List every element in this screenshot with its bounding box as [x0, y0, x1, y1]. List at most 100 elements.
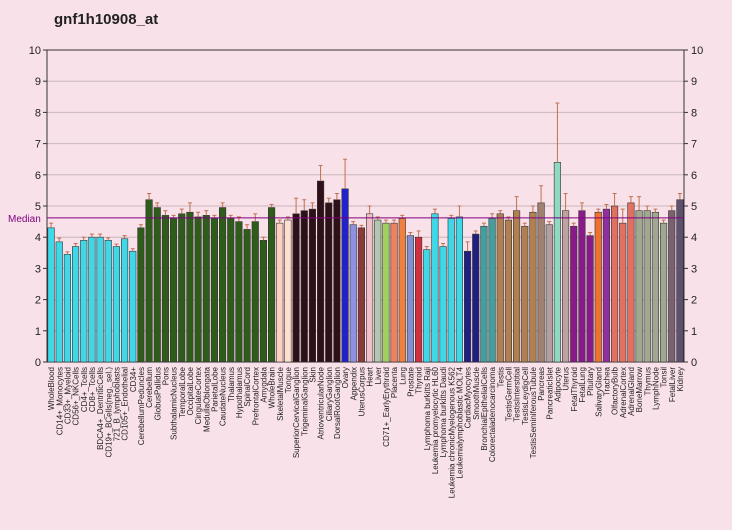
x-tick-label: Leukemialymphoblastic MOLT4 — [455, 366, 464, 478]
x-tick-label: Prostate — [406, 366, 415, 396]
plot-frame — [46, 49, 685, 363]
bar — [137, 227, 145, 363]
bar — [480, 225, 488, 363]
bar — [643, 210, 651, 363]
x-tick-label: AdrenalCortex — [619, 367, 628, 418]
x-tick-label: FetalLiver — [668, 367, 677, 402]
x-tick-label: TestisInterstitial — [513, 367, 522, 422]
chart-title: gnf1h10908_at — [54, 11, 158, 28]
bar — [431, 213, 439, 363]
bar — [553, 162, 561, 363]
x-tick-label: Placenta — [390, 366, 399, 398]
x-tick-label: TemporalLobe — [178, 366, 187, 417]
bar — [455, 216, 463, 363]
y2-tick-label: 2 — [691, 295, 697, 307]
x-tick-label: Leukemia promyelocytic HL60 — [431, 366, 440, 474]
x-tick-label: Skin — [308, 367, 317, 383]
bar — [439, 246, 447, 363]
y2-tick-label: 6 — [691, 170, 697, 182]
bar — [284, 219, 292, 363]
bar — [529, 211, 537, 363]
y2-tick-label: 8 — [691, 107, 697, 119]
bar — [578, 210, 586, 363]
bar — [676, 199, 684, 363]
bar — [153, 207, 161, 363]
y-tick-label: 10 — [29, 45, 41, 57]
bar — [651, 211, 659, 363]
bar — [374, 219, 382, 363]
bar — [251, 221, 259, 363]
bar — [202, 215, 210, 363]
x-tick-label: FetalLung — [578, 367, 587, 403]
x-tick-label: CingulateCortex — [194, 367, 203, 424]
bar — [472, 233, 480, 363]
x-tick-label: Leukemia chronicMyelogenous K562 — [447, 366, 456, 498]
bar — [333, 199, 341, 363]
y2-tick-label: 1 — [691, 326, 697, 338]
bar — [88, 236, 96, 363]
bar — [366, 213, 374, 363]
bar — [488, 218, 496, 363]
bar — [415, 236, 423, 363]
x-tick-label: Lung — [398, 367, 407, 385]
x-tick-label: OccipitalLobe — [186, 366, 195, 415]
x-tick-label: TestisSeminiferousTubule — [529, 366, 538, 458]
x-tick-label: OlfactoryBulb — [611, 366, 620, 415]
y-tick-label: 1 — [35, 326, 41, 338]
bar — [545, 224, 553, 363]
x-tick-label: AdrenalGland — [627, 367, 636, 416]
x-tick-label: CD33+_Myeloid — [63, 367, 72, 424]
y-tick-label: 4 — [35, 232, 41, 244]
bar — [112, 246, 120, 363]
x-tick-label: FetalThyroid — [570, 367, 579, 411]
bar — [619, 222, 627, 363]
x-tick-label: TestisLeydigCell — [521, 367, 530, 425]
x-tick-label: SalivaryGland — [594, 367, 603, 417]
bar — [292, 213, 300, 363]
x-tick-label: Uterus — [562, 367, 571, 391]
x-tick-label: BoneMarrow — [635, 367, 644, 413]
bar — [80, 240, 88, 363]
bar — [210, 218, 218, 363]
x-tick-label: Colorectaladenocarcinoma — [488, 366, 497, 462]
x-tick-label: Lymphoma burkitts Raji — [423, 367, 432, 451]
x-tick-label: CD105+_Endothelial — [121, 367, 130, 441]
x-tick-label: UterusCorpus — [357, 367, 366, 416]
x-tick-label: CD14+_Monocytes — [55, 367, 64, 435]
x-tick-label: SkeletalMuscle — [276, 366, 285, 420]
bar — [382, 222, 390, 363]
bar — [464, 250, 472, 363]
x-tick-label: Pituitary — [586, 367, 595, 396]
x-tick-label: Pancreas — [537, 367, 546, 401]
x-tick-label: Amygdala — [259, 366, 268, 402]
bar — [635, 210, 643, 363]
bar — [341, 188, 349, 363]
bar — [447, 218, 455, 363]
bar — [104, 240, 112, 363]
x-tick-label: TestisGermCell — [504, 367, 513, 421]
x-tick-label: Testis — [496, 367, 505, 387]
bar — [47, 227, 55, 363]
x-tick-label: CD71+_EarlyErythroid — [382, 367, 391, 447]
bar — [570, 225, 578, 363]
x-tick-label: CD4+_Tcells — [80, 367, 89, 412]
bar — [562, 210, 570, 363]
y-tick-label: 6 — [35, 170, 41, 182]
bar — [602, 208, 610, 363]
x-tick-label: 721_B_lymphoblasts — [112, 367, 121, 441]
bar — [96, 236, 104, 363]
y2-tick-label: 10 — [691, 45, 703, 57]
y-tick-label: 5 — [35, 201, 41, 213]
x-tick-label: MedullaOblongata — [202, 366, 211, 431]
x-tick-label: LymphNode — [651, 366, 660, 409]
bar — [537, 202, 545, 363]
x-tick-label: Tongue — [284, 366, 293, 393]
bar — [219, 207, 227, 363]
x-tick-label: ParietalLobe — [210, 366, 219, 411]
y2-tick-label: 9 — [691, 76, 697, 88]
x-tick-label: Cerebellum — [145, 367, 154, 408]
bar — [300, 210, 308, 363]
bar — [357, 227, 365, 363]
y2-tick-label: 5 — [691, 201, 697, 213]
